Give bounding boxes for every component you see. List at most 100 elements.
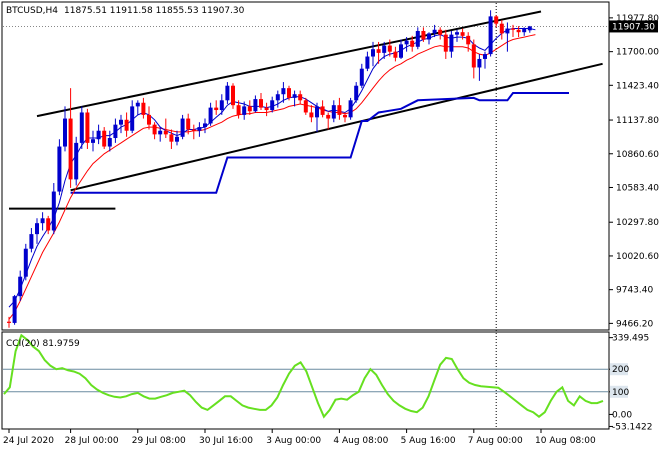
candle-body	[186, 118, 191, 130]
candle-body	[247, 106, 252, 112]
candle-body	[477, 58, 482, 68]
candle-body	[23, 248, 28, 277]
candle-body	[191, 129, 196, 131]
candle-body	[40, 218, 45, 224]
candle-body	[12, 296, 17, 323]
candle-body	[309, 112, 314, 118]
time-tick-label: 30 Jul 16:00	[199, 436, 253, 446]
price-tick-label: 11700.00	[616, 48, 659, 58]
cci-tick-label: 339.495	[612, 334, 649, 344]
candle-body	[343, 114, 347, 118]
candle-body	[488, 16, 493, 55]
candle-body	[275, 94, 280, 101]
channel-lower	[70, 62, 603, 192]
candle-body	[404, 40, 409, 45]
candle-body	[158, 130, 163, 135]
candle-body	[415, 30, 420, 47]
candle-body	[359, 68, 364, 86]
axes: 11977.80 11700.00 11423.40 11137.80 10860.60…	[3, 14, 659, 446]
candle-body	[74, 142, 79, 180]
time-tick-label: 29 Jul 08:00	[132, 436, 186, 446]
candle-body	[460, 32, 465, 36]
candle-body	[471, 44, 476, 68]
price-tick-label: 10020.60	[616, 252, 659, 262]
candle-body	[119, 119, 123, 125]
candle-body	[449, 34, 454, 52]
cci-label: CCI(20) 81.9759	[6, 339, 80, 349]
cci-level-box	[610, 385, 628, 398]
candle-body	[371, 49, 375, 57]
candle-body	[438, 29, 443, 35]
candle-body	[214, 107, 219, 111]
current-price-box	[609, 20, 658, 33]
candle-body	[387, 45, 392, 52]
candle-body	[35, 223, 39, 235]
price-tick-label: 10860.60	[616, 150, 659, 160]
candle-body	[79, 112, 84, 143]
candle-body	[63, 118, 67, 147]
price-plot	[3, 3, 608, 428]
candle-body	[320, 106, 325, 115]
time-tick-label: 10 Aug 08:00	[535, 436, 596, 446]
candle-body	[303, 100, 308, 113]
cci-line	[3, 333, 604, 419]
candle-body	[91, 139, 95, 143]
candle-body	[287, 88, 291, 98]
candle-body	[135, 102, 140, 107]
candle-body	[505, 28, 510, 34]
candle-body	[57, 146, 62, 192]
candle-body	[18, 276, 23, 297]
channel-upper	[36, 10, 542, 118]
candle-body	[152, 124, 157, 135]
candle-body	[180, 118, 185, 137]
price-tick-label: 11423.40	[616, 81, 659, 91]
candle-body	[527, 26, 532, 31]
candle-body	[242, 106, 247, 115]
price-tick-label: 9743.40	[616, 286, 653, 296]
candle-body	[281, 88, 286, 95]
candle-body	[337, 105, 342, 115]
candle-body	[236, 105, 241, 115]
price-tick-label: 10297.80	[616, 218, 659, 228]
candle-body	[393, 51, 398, 58]
candle-body	[432, 29, 437, 34]
time-tick-label: 4 Aug 08:00	[333, 436, 388, 446]
price-tick-label: 11137.80	[616, 116, 659, 126]
candle-body	[85, 112, 90, 143]
candle-body	[421, 30, 426, 40]
current-price-label: 11907.30	[612, 22, 655, 32]
candle-body	[113, 124, 118, 139]
candle-body	[516, 29, 521, 33]
candle-body	[197, 127, 202, 131]
price-tick-label: 10583.40	[616, 183, 659, 193]
candle-body	[147, 114, 151, 125]
candle-body	[354, 85, 359, 101]
candle-body	[107, 138, 112, 147]
candle-body	[331, 105, 336, 119]
candle-body	[410, 40, 415, 47]
candle-body	[124, 119, 129, 131]
candle-body	[225, 85, 230, 101]
cci-plot	[3, 333, 608, 419]
candle-body	[326, 114, 331, 119]
cci-tick-label: 200	[612, 365, 629, 375]
candle-body	[29, 234, 34, 249]
time-tick-label: 28 Jul 00:00	[65, 436, 119, 446]
time-tick-label: 3 Aug 00:00	[266, 436, 321, 446]
candle-body	[443, 34, 448, 52]
candle-body	[68, 118, 73, 180]
candle-body	[264, 107, 269, 111]
cci-tick-label: 0.00	[612, 410, 632, 420]
candle-body	[259, 99, 263, 108]
candle-body	[427, 33, 431, 40]
candle-body	[511, 28, 515, 30]
candle-body	[169, 134, 174, 142]
candle-body	[494, 16, 499, 24]
price-tick-label: 9466.20	[616, 319, 653, 329]
candle-body	[51, 191, 56, 231]
candle-body	[365, 56, 370, 69]
candle-body	[466, 35, 471, 45]
candle-body	[292, 94, 297, 98]
